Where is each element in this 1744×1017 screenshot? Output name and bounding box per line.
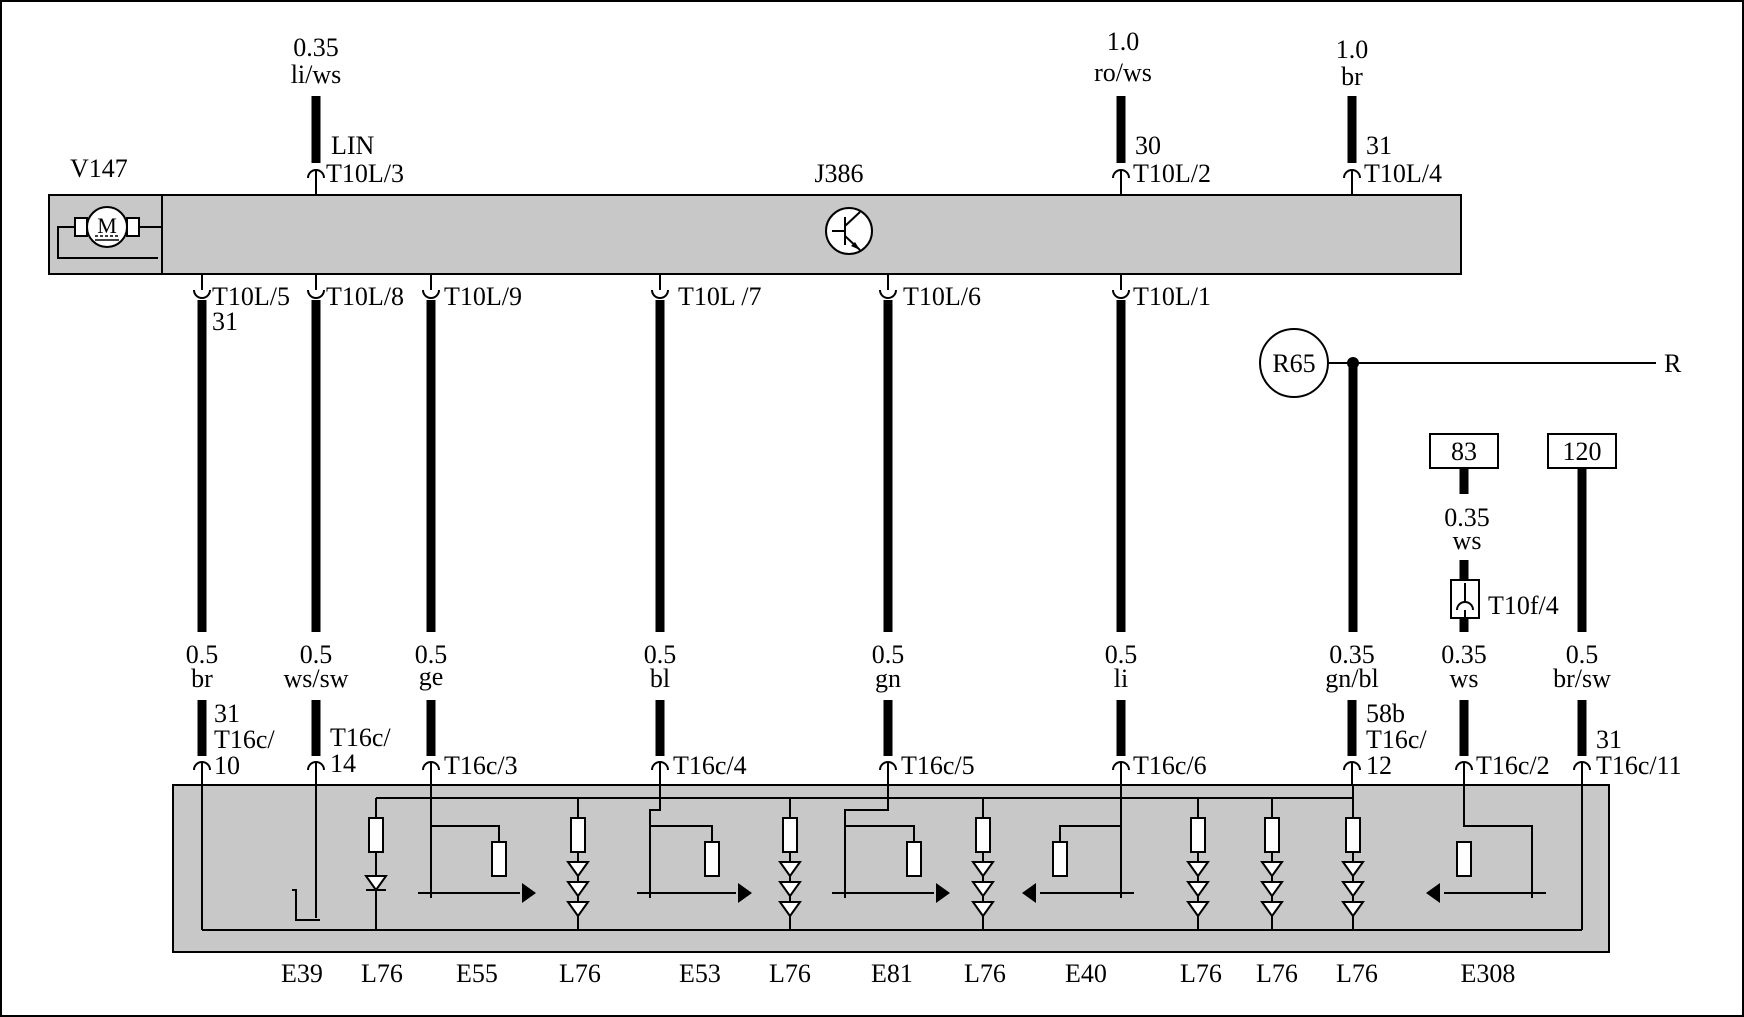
signal-label: 31 bbox=[1366, 131, 1392, 160]
wire-color: ge bbox=[419, 662, 444, 691]
label-e40: E40 bbox=[1065, 959, 1107, 988]
pin-label: T16c/ bbox=[214, 725, 275, 754]
label-l76: L76 bbox=[1336, 959, 1378, 988]
pin-label: 12 bbox=[1366, 751, 1392, 780]
pin-label: T16c/2 bbox=[1476, 751, 1550, 780]
label-e53: E53 bbox=[679, 959, 721, 988]
label-e81: E81 bbox=[871, 959, 913, 988]
pin-label: T10L/8 bbox=[326, 282, 404, 311]
ground-dest-label: R bbox=[1664, 349, 1682, 378]
label-e39: E39 bbox=[281, 959, 323, 988]
wire-color: ws bbox=[1450, 664, 1479, 693]
pin-label: T16c/ bbox=[330, 723, 391, 752]
top-wire-31: 1.0 br 31 T10L/4 bbox=[1336, 35, 1442, 195]
pin-label: T16c/3 bbox=[444, 751, 518, 780]
ref-120: 120 bbox=[1547, 433, 1617, 632]
wire-color: li bbox=[1114, 664, 1128, 693]
pin-label: T16c/6 bbox=[1133, 751, 1207, 780]
motor-symbol-text: M bbox=[97, 213, 117, 238]
pin-label: T16c/5 bbox=[901, 751, 975, 780]
pin-label: T10L/9 bbox=[444, 282, 522, 311]
wire-size: 1.0 bbox=[1336, 35, 1369, 64]
top-wire-30: 1.0 ro/ws 30 T10L/2 bbox=[1094, 27, 1211, 195]
wire-size: 0.5 bbox=[415, 640, 448, 669]
wire-color: br bbox=[1341, 62, 1363, 91]
pin-label: T16c/11 bbox=[1596, 751, 1682, 780]
pin-label: 10 bbox=[214, 751, 240, 780]
label-l76: L76 bbox=[559, 959, 601, 988]
pin-label: 31 bbox=[1596, 725, 1622, 754]
pin-extra: 31 bbox=[212, 307, 238, 336]
wire-size: 0.35 bbox=[1441, 640, 1487, 669]
wire-color: br/sw bbox=[1553, 664, 1611, 693]
ground-ref-label: R65 bbox=[1272, 349, 1315, 378]
long-wires bbox=[197, 300, 1126, 632]
controller-pins: T10L/5 31 T10L/8 T10L/9 T10L /7 T10L/6 T… bbox=[193, 274, 1211, 336]
wire-color: li/ws bbox=[291, 60, 342, 89]
wire-size: 0.5 bbox=[300, 640, 333, 669]
label-l76: L76 bbox=[964, 959, 1006, 988]
wire-color: br bbox=[191, 664, 213, 693]
pin-label: 58b bbox=[1366, 699, 1405, 728]
ground-ref-r65: R65 R bbox=[1259, 328, 1682, 632]
pin-label: T10L/4 bbox=[1364, 159, 1442, 188]
wire-size: 0.35 bbox=[1444, 503, 1490, 532]
pin-label: T16c/ bbox=[1366, 725, 1427, 754]
label-l76: L76 bbox=[361, 959, 403, 988]
label-l76: L76 bbox=[1180, 959, 1222, 988]
label-e55: E55 bbox=[456, 959, 498, 988]
pin-label: T16c/4 bbox=[673, 751, 747, 780]
wire-size: 0.35 bbox=[293, 33, 339, 62]
switch-panel bbox=[172, 784, 1610, 953]
wire-color: ro/ws bbox=[1094, 58, 1152, 87]
pin-label: T10L/3 bbox=[326, 159, 404, 188]
ref-label: 83 bbox=[1451, 437, 1477, 466]
label-e308: E308 bbox=[1461, 959, 1516, 988]
pin-label: T10L/1 bbox=[1133, 282, 1211, 311]
transistor-icon bbox=[825, 207, 873, 255]
component-labels: E39 L76 E55 L76 E53 L76 E81 L76 E40 L76 … bbox=[281, 959, 1515, 988]
lower-wires: 0.5 br 0.5 ws/sw 0.5 ge 0.5 bl 0.5 gn 0.… bbox=[186, 640, 1682, 785]
pin-label: T10L/6 bbox=[903, 282, 981, 311]
wire-color: ws/sw bbox=[283, 664, 348, 693]
wire-size: 0.5 bbox=[872, 640, 905, 669]
label-v147: V147 bbox=[70, 154, 128, 183]
connector-label: T10f/4 bbox=[1488, 591, 1559, 620]
signal-label: 30 bbox=[1135, 131, 1161, 160]
wire-size: 1.0 bbox=[1107, 27, 1140, 56]
label-l76: L76 bbox=[1256, 959, 1298, 988]
motor-icon: M bbox=[57, 206, 162, 259]
pin-label: T10L/2 bbox=[1133, 159, 1211, 188]
wire-color: gn bbox=[875, 664, 901, 693]
wire-size: 0.35 bbox=[1329, 640, 1375, 669]
label-j386: J386 bbox=[814, 159, 863, 188]
label-l76: L76 bbox=[769, 959, 811, 988]
wire-size: 0.5 bbox=[186, 640, 219, 669]
pin-label: T10L/5 bbox=[212, 282, 290, 311]
ref-83: 83 0.35 ws T10f/4 bbox=[1429, 433, 1559, 632]
top-wire-lin: 0.35 li/ws LIN T10L/3 bbox=[291, 33, 404, 195]
pin-label: T10L /7 bbox=[678, 282, 762, 311]
ref-label: 120 bbox=[1563, 437, 1602, 466]
pin-label: 14 bbox=[330, 749, 356, 778]
wire-size: 0.5 bbox=[1566, 640, 1599, 669]
signal-label: LIN bbox=[331, 131, 375, 160]
panel-wiring bbox=[201, 785, 1583, 931]
wire-size: 0.5 bbox=[1105, 640, 1138, 669]
wire-color: gn/bl bbox=[1325, 664, 1378, 693]
wire-size: 0.5 bbox=[644, 640, 677, 669]
wire-color: ws bbox=[1453, 526, 1482, 555]
wire-color: bl bbox=[650, 664, 670, 693]
controller-box bbox=[48, 194, 1462, 275]
pin-label: 31 bbox=[214, 699, 240, 728]
